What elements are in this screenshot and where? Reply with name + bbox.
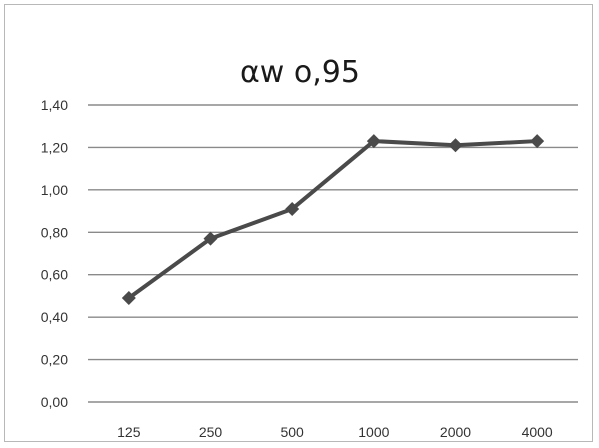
x-tick-label: 1000 bbox=[358, 424, 389, 440]
y-tick-label: 0,40 bbox=[41, 309, 68, 325]
x-tick-label: 125 bbox=[117, 424, 141, 440]
data-point bbox=[530, 134, 545, 149]
y-tick-label: 0,60 bbox=[41, 267, 68, 283]
y-axis-ticks: 1,40 1,20 1,00 0,80 0,60 0,40 0,20 0,00 bbox=[41, 97, 68, 410]
x-tick-label: 4000 bbox=[522, 424, 553, 440]
data-point bbox=[448, 138, 463, 153]
y-tick-label: 0,80 bbox=[41, 224, 68, 240]
chart-frame bbox=[4, 4, 593, 442]
series-line bbox=[127, 139, 538, 300]
x-tick-label: 2000 bbox=[440, 424, 471, 440]
x-tick-label: 250 bbox=[199, 424, 223, 440]
y-tick-label: 1,40 bbox=[41, 97, 68, 113]
y-tick-label: 1,00 bbox=[41, 182, 68, 198]
data-point bbox=[285, 201, 300, 216]
data-point bbox=[366, 134, 381, 149]
series bbox=[121, 134, 545, 306]
y-tick-label: 0,20 bbox=[41, 352, 68, 368]
gridlines bbox=[88, 104, 578, 403]
data-point bbox=[203, 231, 218, 246]
x-tick-label: 500 bbox=[280, 424, 304, 440]
x-axis-ticks: 125 250 500 1000 2000 4000 bbox=[117, 424, 553, 440]
y-tick-label: 1,20 bbox=[41, 139, 68, 155]
chart-title: αw o,95 bbox=[240, 55, 360, 90]
data-point bbox=[121, 291, 136, 306]
y-tick-label: 0,00 bbox=[41, 394, 68, 410]
